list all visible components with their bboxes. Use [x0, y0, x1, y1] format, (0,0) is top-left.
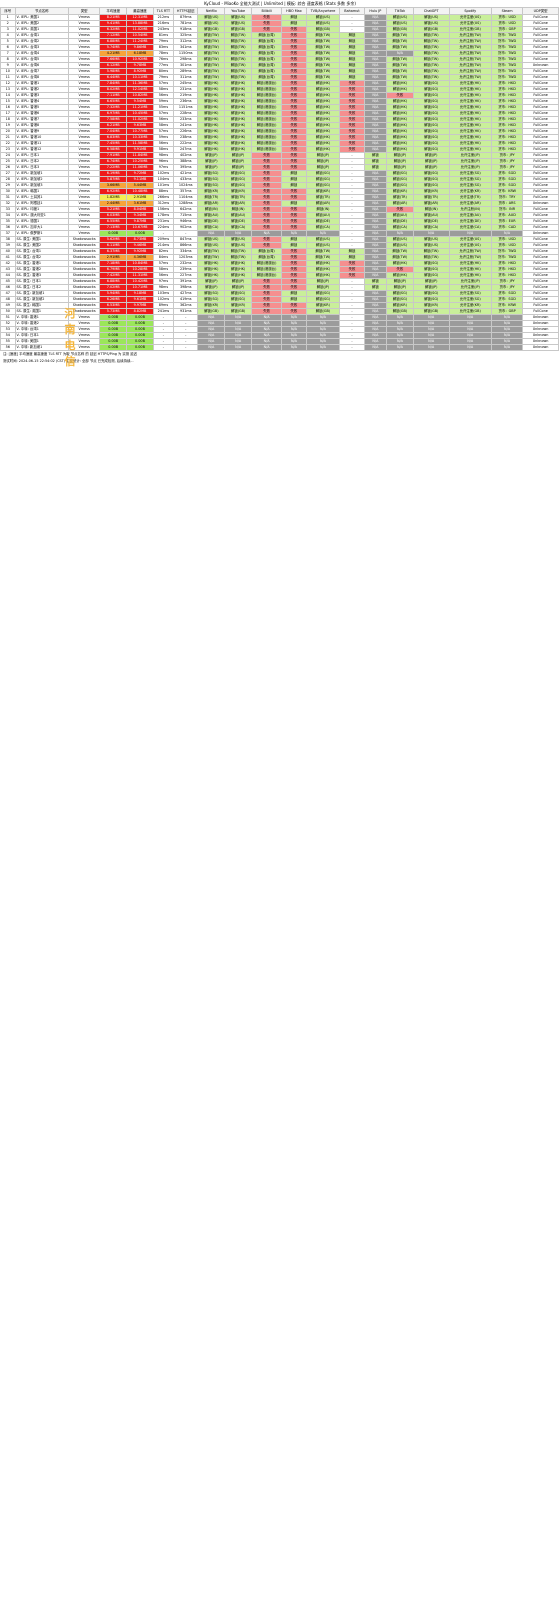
table-row: 40 SS- 原生: 台湾1 Shadowsocks 6.37MB 9.92MB 82ms…	[0, 248, 559, 255]
column-header: Bahamut	[339, 7, 365, 15]
table-row: 2 V- IEPL: 美国2 Vmess 9.41MB 13.88MB 216ms 781m…	[0, 20, 559, 27]
table-row: 27 V- IEPL: 新加坡1 Vmess 6.19MB 9.72MB 102ms 421…	[0, 170, 559, 177]
column-header: HBO Max	[281, 7, 307, 15]
table-row: 54 V- 中转: 日本1 Vmess 0.00B 0.00B - - N/A N/A N/A N/…	[0, 332, 559, 339]
cell-baha: -	[339, 344, 365, 351]
column-header: ChatGPT	[412, 7, 450, 15]
cell-name: V- 中转: 新加坡1	[14, 344, 70, 351]
column-header: 类型	[68, 7, 101, 15]
cell-hbo: N/A	[281, 344, 307, 351]
column-header: 节点名称	[14, 7, 70, 15]
cell-n: 56	[0, 344, 16, 351]
column-header: TLS RTT	[152, 7, 174, 15]
table-row: 16 V- IEPL: 香港5 Vmess 7.32MB 11.21MB 55ms 1151…	[0, 104, 559, 111]
table-row: 3 V- IEPL: 英国1 Vmess 6.32MB 11.02MB 243ms 918m…	[0, 26, 559, 33]
watermark-text: 河南电信	[64, 307, 76, 368]
results-table: 序号 节点名称 类型 平均速度 最高速度 TLS RTT HTTPS延迟 Netflix You…	[0, 7, 559, 351]
page-title: KyCloud - MiaoKo 全能大测试 | Unlimited | 模板:…	[0, 0, 560, 7]
column-header: Hulu JP	[363, 7, 388, 15]
table-row: 39 SS- 原生: 美国2 Shadowsocks 6.11MB 9.46MB 214m…	[0, 242, 559, 249]
table-row: 56 V- 中转: 新加坡1 Vmess 0.00B 0.00B - - N/A N/A N/A N…	[0, 344, 559, 351]
cell-udp: Unknown	[522, 344, 559, 351]
cell-type: Shadowsocks	[68, 290, 101, 297]
footer-note: 注: [速度] 平均速度 最高速度 TLS RTT 为取 节点名称 的 延迟 H…	[3, 352, 138, 356]
cell-type: Shadowsocks	[68, 272, 101, 279]
table-row: 43 SS- 原生: 香港2 Shadowsocks 6.79MB 10.28MB 58m…	[0, 266, 559, 273]
cell-tls: -	[152, 344, 174, 351]
column-header: HTTPS延迟	[172, 7, 199, 15]
column-header: 最高速度	[126, 7, 154, 15]
column-header: 平均速度	[99, 7, 128, 15]
table-row: 55 V- 中转: 美国1 Vmess 0.00B 0.00B - - N/A N/A N/A N/…	[0, 338, 559, 345]
cell-steam: N/A	[490, 344, 524, 351]
table-row: 1 V- IEPL: 美国1 Vmess 8.21MB 12.31MB 212ms 879m…	[0, 14, 559, 21]
table-row: 15 V- IEPL: 香港4 Vmess 6.65MB 9.54MB 59ms 236ms…	[0, 98, 559, 105]
cell-type: Shadowsocks	[68, 248, 101, 255]
cell-yt: N/A	[224, 344, 253, 351]
cell-type: Shadowsocks	[68, 296, 101, 303]
column-header: YouTube	[224, 7, 253, 15]
cell-type: Shadowsocks	[68, 284, 101, 291]
table-row: 41 SS- 原生: 台湾2 Shadowsocks 2.91MB 4.36MB 84ms…	[0, 254, 559, 261]
table-row: 18 V- IEPL: 香港7 Vmess 7.58MB 11.02MB 56ms 233m…	[0, 116, 559, 123]
column-header: Bilibili	[251, 7, 283, 15]
cell-gpt: N/A	[412, 344, 450, 351]
column-header: Netflix	[197, 7, 226, 15]
table-row: 8 V- IEPL: 台湾5 Vmess 7.66MB 10.92MB 76ms 298ms…	[0, 56, 559, 63]
table-header-row: 序号 节点名称 类型 平均速度 最高速度 TLS RTT HTTPS延迟 Netflix You…	[0, 7, 559, 15]
cell-type: Shadowsocks	[68, 266, 101, 273]
column-header: TVB/Anywhere	[305, 7, 341, 15]
cell-https: -	[172, 344, 199, 351]
cell-type: Shadowsocks	[68, 254, 101, 261]
table-row: 17 V- IEPL: 香港6 Vmess 6.97MB 10.45MB 57ms 228m…	[0, 110, 559, 117]
cell-hulu: N/A	[363, 344, 388, 351]
column-header: Steam	[490, 7, 524, 15]
cell-type: Shadowsocks	[68, 278, 101, 285]
table-row: 11 V- IEPL: 台湾8 Vmess 6.44MB 10.11MB 79ms 311m…	[0, 74, 559, 81]
cell-avg: 0.00B	[99, 344, 128, 351]
table-row: 26 V- IEPL: 日本3 Vmess 7.22MB 11.06MB 97ms 395m…	[0, 164, 559, 171]
table-row: 13 V- IEPL: 香港2 Vmess 8.02MB 12.14MB 58ms 231m…	[0, 86, 559, 93]
table-row: 21 V- IEPL: 香港10 Vmess 6.83MB 10.33MB 59ms 238…	[0, 134, 559, 141]
column-header: TikTok	[386, 7, 414, 15]
table-row: 38 SS- 原生: 美国1 Shadowsocks 5.62MB 8.73MB 209m…	[0, 236, 559, 243]
cell-bili: N/A	[251, 344, 283, 351]
column-header: 序号	[0, 7, 16, 15]
table-row: 20 V- IEPL: 香港9 Vmess 7.04MB 10.77MB 57ms 226m…	[0, 128, 559, 135]
cell-type: Vmess	[68, 344, 101, 351]
table-row: 51 V- 中转: 香港1 Vmess 0.00B 0.00B - - N/A N/A N/A N/…	[0, 314, 559, 321]
cell-type: Shadowsocks	[68, 242, 101, 249]
cell-type: Shadowsocks	[68, 236, 101, 243]
table-row: 52 V- 中转: 香港2 Vmess 0.00B 0.00B - - N/A N/A N/A N/…	[0, 320, 559, 327]
table-row: 36 V- IEPL: 加拿大1 Vmess 7.13MB 10.67MB 224ms 90…	[0, 224, 559, 231]
table-row: 23 V- IEPL: 香港12 Vmess 6.58MB 9.91MB 58ms 247m…	[0, 146, 559, 153]
table-row: 9 V- IEPL: 台湾6 Vmess 6.12MB 9.78MB 77ms 301ms 解…	[0, 62, 559, 69]
table-row: 53 V- 中转: 台湾1 Vmess 0.00B 0.00B - - N/A N/A N/A N/…	[0, 326, 559, 333]
footer-timestamp: 测试时间: 2024-06-15 22:54:02 (CST) 主要统计: 全部…	[3, 359, 134, 363]
cell-tvb: N/A	[305, 344, 341, 351]
cell-max: 0.00B	[126, 344, 154, 351]
cell-tik: N/A	[386, 344, 414, 351]
cell-type: Shadowsocks	[68, 260, 101, 267]
column-header: UDP类型	[522, 7, 559, 15]
cell-spot: N/A	[448, 344, 492, 351]
column-header: Spotify	[448, 7, 492, 15]
table-row: 22 V- IEPL: 香港11 Vmess 7.45MB 11.58MB 56ms 222…	[0, 140, 559, 147]
table-row: 28 V- IEPL: 新加坡2 Vmess 5.87MB 9.11MB 104ms 433…	[0, 176, 559, 183]
cell-nf: N/A	[197, 344, 226, 351]
